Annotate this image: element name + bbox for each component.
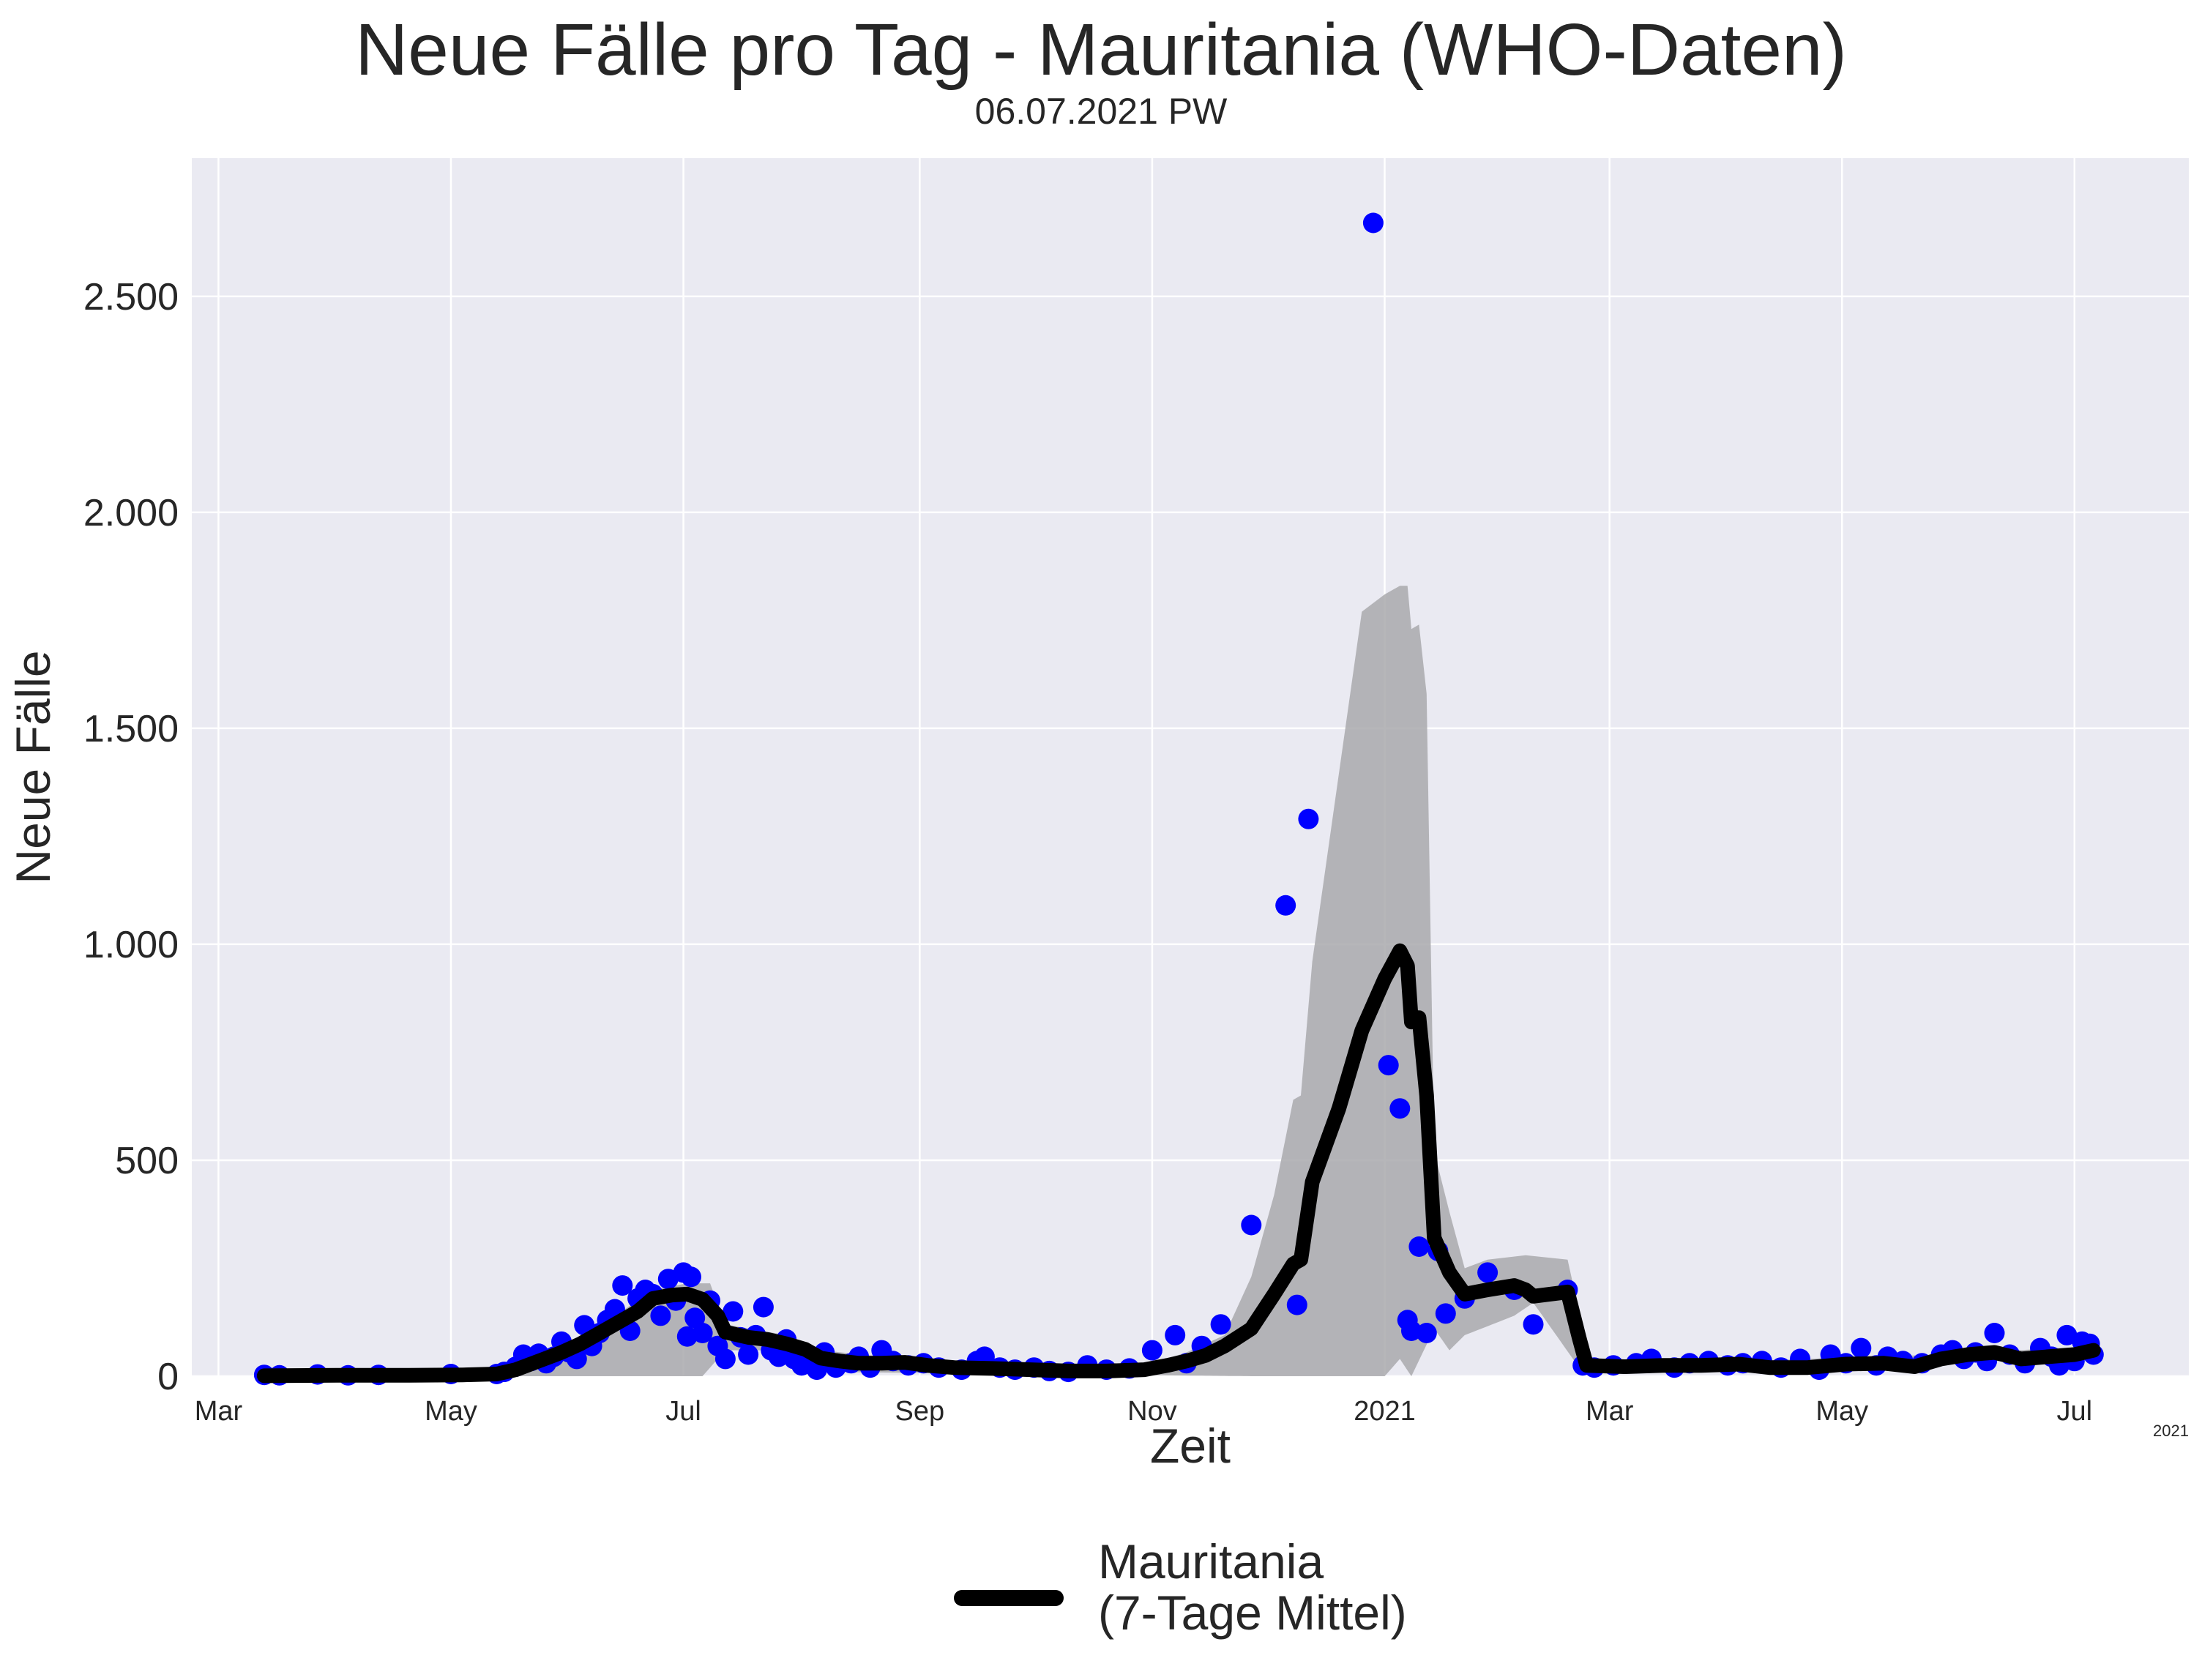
daily-case-point: [1378, 1055, 1399, 1076]
x-tick-label: Mar: [1586, 1396, 1634, 1427]
x-axis-ticks: Mar May Jul Sep Nov 2021 Mar May Jul: [195, 1396, 2092, 1427]
legend-label: Mauritania (7-Tage Mittel): [1098, 1536, 1407, 1638]
y-axis-label: Neue Fälle: [6, 650, 60, 884]
daily-case-point: [1401, 1321, 1422, 1341]
y-tick-label: 1.000: [83, 924, 179, 966]
daily-case-point: [1523, 1314, 1544, 1335]
daily-case-point: [723, 1301, 744, 1322]
y-axis-ticks: 0 500 1.000 1.500 2.000 2.500: [83, 276, 179, 1398]
legend-line-swatch: [954, 1590, 1064, 1606]
y-tick-label: 0: [157, 1356, 179, 1398]
daily-case-point: [1286, 1294, 1307, 1315]
seven-day-average-line: [256, 943, 2101, 1384]
daily-case-point: [1477, 1262, 1499, 1283]
plot-background: [192, 158, 2189, 1376]
legend-label-line1: Mauritania: [1098, 1534, 1324, 1588]
x-tick-label: May: [425, 1396, 477, 1427]
daily-case-point: [1416, 1323, 1437, 1343]
daily-case-point: [684, 1307, 706, 1329]
x-offset-label: 2021: [2153, 1422, 2189, 1440]
daily-case-point: [768, 1346, 789, 1367]
x-axis-label: Zeit: [1150, 1419, 1231, 1473]
daily-case-point: [1141, 1340, 1162, 1361]
daily-case-point: [612, 1275, 633, 1296]
daily-case-point: [1435, 1303, 1456, 1324]
x-tick-label: Mar: [195, 1396, 243, 1427]
daily-case-point: [753, 1296, 774, 1318]
daily-case-point: [692, 1323, 713, 1343]
y-tick-label: 2.000: [83, 492, 179, 534]
daily-case-point: [738, 1344, 759, 1365]
x-tick-label: Sep: [895, 1396, 945, 1427]
daily-case-point: [1408, 1236, 1430, 1257]
daily-case-point: [1241, 1214, 1262, 1236]
x-tick-label: May: [1815, 1396, 1868, 1427]
x-tick-label: Jul: [2057, 1396, 2093, 1427]
chart-title: Neue Fälle pro Tag - Mauritania (WHO-Dat…: [355, 9, 1847, 91]
y-tick-label: 2.500: [83, 276, 179, 318]
daily-case-point: [1165, 1324, 1186, 1345]
legend-label-line2: (7-Tage Mittel): [1098, 1586, 1407, 1640]
daily-case-point: [650, 1305, 671, 1326]
daily-case-point: [1984, 1323, 2005, 1343]
chart-subtitle: 06.07.2021 PW: [974, 91, 1228, 132]
y-tick-label: 500: [115, 1140, 179, 1182]
x-tick-label: Jul: [665, 1396, 701, 1427]
daily-case-point: [714, 1348, 736, 1370]
daily-case-point: [1851, 1337, 1872, 1359]
y-tick-label: 1.500: [83, 708, 179, 750]
daily-case-point: [681, 1266, 701, 1288]
daily-case-point: [1298, 808, 1319, 829]
x-tick-label: 2021: [1354, 1396, 1416, 1427]
daily-case-point: [1275, 895, 1296, 916]
x-tick-label: Nov: [1127, 1396, 1177, 1427]
daily-case-point: [1389, 1098, 1411, 1119]
daily-case-point: [1362, 212, 1384, 234]
daily-case-point: [1210, 1314, 1231, 1335]
